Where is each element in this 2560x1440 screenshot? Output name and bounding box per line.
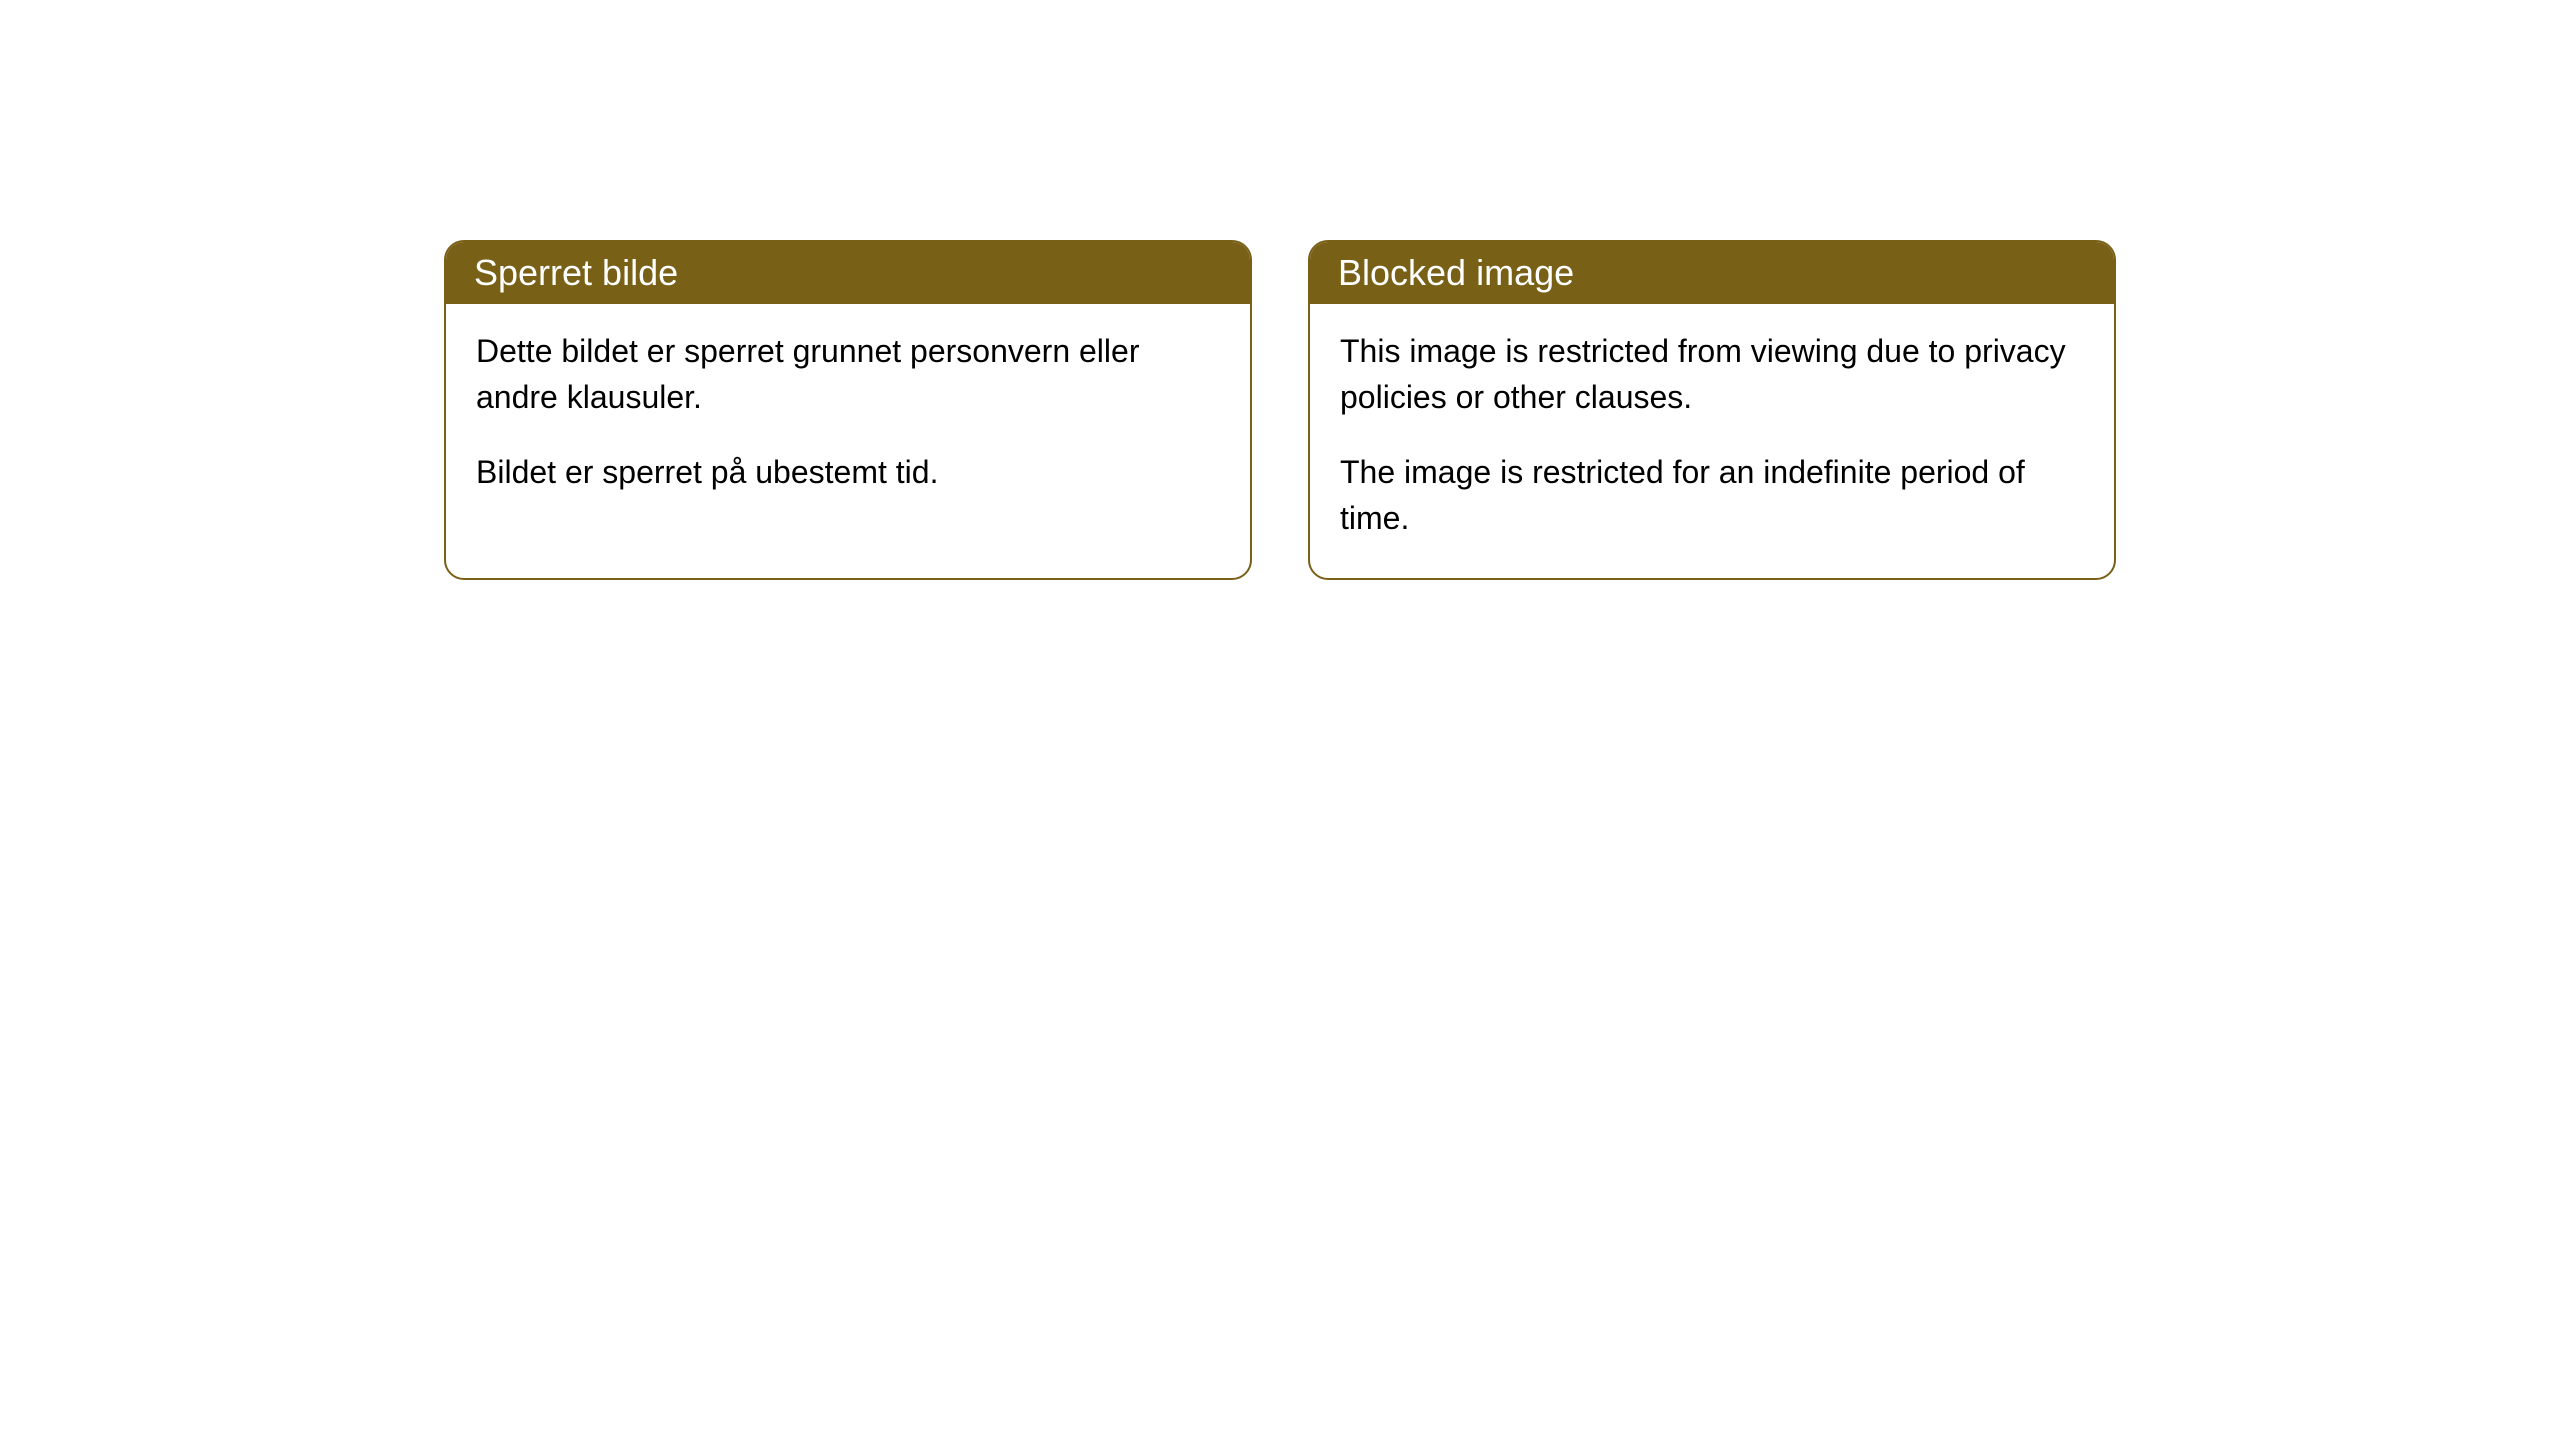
card-text-english-p2: The image is restricted for an indefinit… xyxy=(1340,449,2084,542)
card-text-norwegian-p1: Dette bildet er sperret grunnet personve… xyxy=(476,328,1220,421)
card-header-norwegian: Sperret bilde xyxy=(446,242,1250,304)
card-text-english-p1: This image is restricted from viewing du… xyxy=(1340,328,2084,421)
card-body-norwegian: Dette bildet er sperret grunnet personve… xyxy=(446,304,1250,531)
blocked-image-card-norwegian: Sperret bilde Dette bildet er sperret gr… xyxy=(444,240,1252,580)
card-title-english: Blocked image xyxy=(1338,252,1574,293)
card-title-norwegian: Sperret bilde xyxy=(474,252,678,293)
card-header-english: Blocked image xyxy=(1310,242,2114,304)
cards-container: Sperret bilde Dette bildet er sperret gr… xyxy=(0,240,2560,580)
card-text-norwegian-p2: Bildet er sperret på ubestemt tid. xyxy=(476,449,1220,495)
card-body-english: This image is restricted from viewing du… xyxy=(1310,304,2114,578)
blocked-image-card-english: Blocked image This image is restricted f… xyxy=(1308,240,2116,580)
